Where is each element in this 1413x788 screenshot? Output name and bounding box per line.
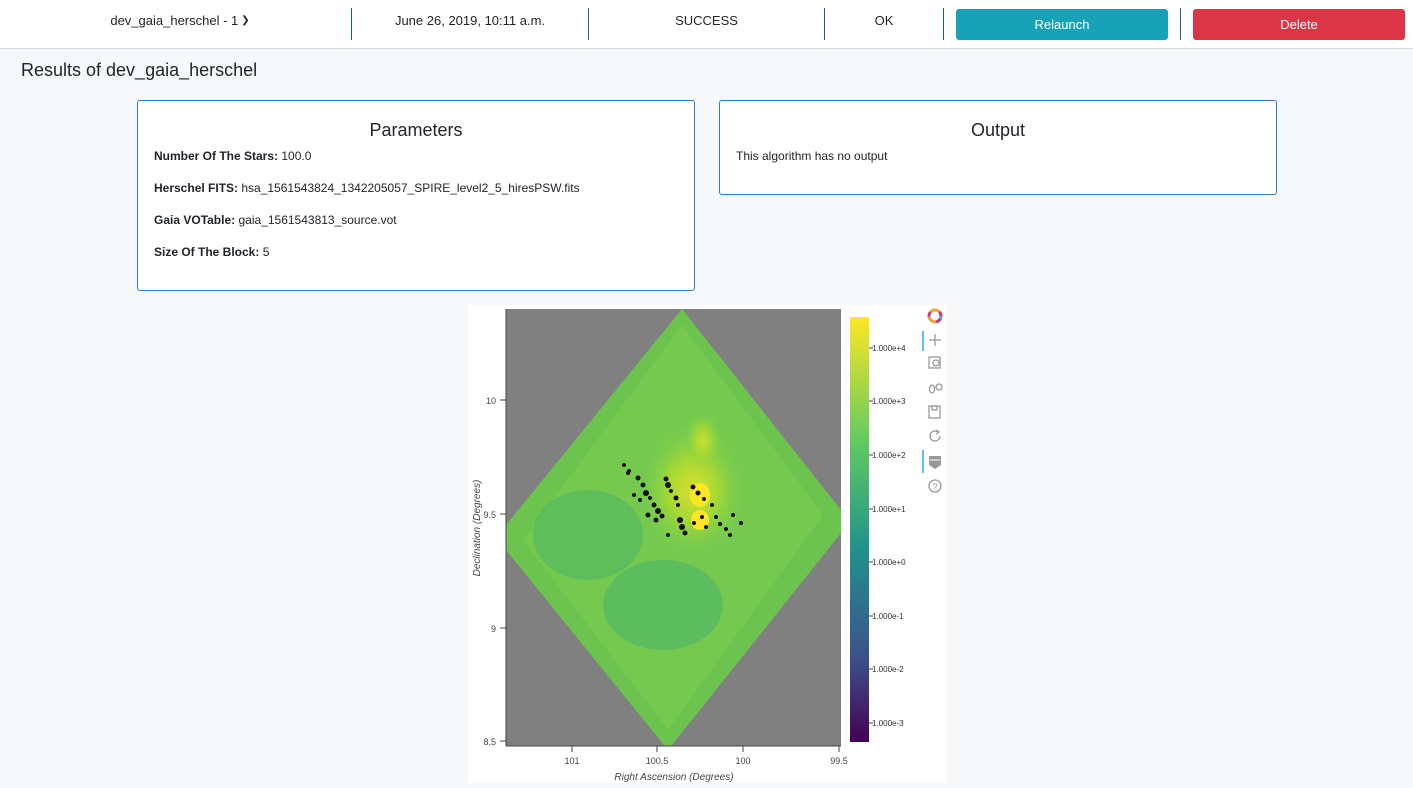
colorbar-tick-label: 1.000e-1 [872, 612, 904, 621]
help-icon[interactable]: ? [928, 479, 942, 493]
svg-text:?: ? [932, 482, 937, 492]
colorbar-tick-label: 1.000e-3 [872, 719, 904, 728]
wheel-zoom-icon[interactable] [928, 383, 943, 394]
colorbar-tick-label: 1.000e-2 [872, 665, 904, 674]
colorbar-tick-label: 1.000e+2 [872, 451, 906, 460]
job-selector[interactable]: dev_gaia_herschel - 1 ❯ [60, 0, 300, 40]
colorbar-tick-label: 1.000e+0 [872, 558, 906, 567]
y-tick-label: 10 [486, 396, 496, 406]
param-label: Gaia VOTable: [154, 213, 236, 227]
save-icon[interactable] [928, 405, 941, 419]
param-label: Herschel FITS: [154, 181, 239, 195]
param-row: Gaia VOTable: gaia_1561543813_source.vot [154, 213, 694, 245]
divider [943, 8, 944, 40]
parameters-card: Parameters Number Of The Stars: 100.0 He… [137, 100, 695, 291]
output-title: Output [970, 120, 1026, 140]
image-dim-region [603, 560, 723, 650]
output-card: Output This algorithm has no output [719, 100, 1277, 195]
param-value: gaia_1561543813_source.vot [238, 213, 397, 227]
page-title: Results of dev_gaia_herschel [21, 60, 258, 80]
colorbar-tick-label: 1.000e+4 [872, 344, 906, 353]
y-tick-label: 8.5 [483, 737, 496, 747]
job-date: June 26, 2019, 10:11 a.m. [394, 12, 546, 28]
param-value: 100.0 [281, 149, 312, 163]
parameters-title: Parameters [369, 120, 463, 140]
pan-icon[interactable] [929, 334, 941, 346]
x-tick-label: 99.5 [830, 756, 848, 766]
gaia-sources [622, 463, 743, 537]
job-status: SUCCESS [675, 12, 738, 28]
colorbar-tick-label: 1.000e+3 [872, 397, 906, 406]
divider [588, 8, 589, 40]
y-axis-label: Declination (Degrees) [472, 480, 483, 577]
relaunch-button[interactable]: Relaunch [956, 9, 1168, 40]
colorbar-tick-label: 1.000e+1 [872, 505, 906, 514]
box-zoom-icon[interactable] [928, 356, 941, 369]
image-peak [690, 483, 710, 507]
param-label: Number Of The Stars: [154, 149, 279, 163]
reset-icon[interactable] [929, 429, 941, 442]
param-row: Size Of The Block: 5 [154, 245, 694, 277]
job-result: OK [874, 12, 894, 28]
x-axis-label: Right Ascension (Degrees) [614, 772, 733, 783]
y-tick-label: 9.5 [483, 510, 496, 520]
image-peak [691, 510, 709, 530]
image-layer [506, 309, 841, 746]
x-tick-label: 100 [735, 756, 750, 766]
job-selector-label: dev_gaia_herschel - 1 [110, 12, 239, 28]
herschel-gaia-plot[interactable]: 10 9.5 9 8.5 101 100.5 100 99.5 Right As… [468, 305, 947, 783]
output-text: This algorithm has no output [736, 149, 888, 163]
param-value: hsa_1561543824_1342205057_SPIRE_level2_5… [241, 181, 580, 195]
param-row: Herschel FITS: hsa_1561543824_1342205057… [154, 181, 694, 213]
job-header-bar: dev_gaia_herschel - 1 ❯ June 26, 2019, 1… [0, 0, 1413, 49]
param-row: Number Of The Stars: 100.0 [154, 149, 694, 181]
divider [351, 8, 352, 40]
divider [1180, 8, 1181, 40]
plot-toolbar: ? [922, 308, 943, 493]
chevron-down-icon: ❯ [241, 14, 250, 26]
image-bright-region [683, 410, 723, 470]
delete-button[interactable]: Delete [1193, 9, 1405, 40]
plot-canvas[interactable]: 10 9.5 9 8.5 101 100.5 100 99.5 Right As… [468, 305, 947, 783]
image-dim-region [533, 490, 643, 580]
hover-icon[interactable] [929, 456, 941, 469]
param-value: 5 [262, 245, 270, 259]
bokeh-logo-icon[interactable] [927, 308, 943, 324]
param-label: Size Of The Block: [154, 245, 260, 259]
x-tick-label: 101 [564, 756, 579, 766]
x-tick-label: 100.5 [646, 756, 669, 766]
y-tick-label: 9 [491, 624, 496, 634]
divider [824, 8, 825, 40]
colorbar [850, 317, 869, 742]
